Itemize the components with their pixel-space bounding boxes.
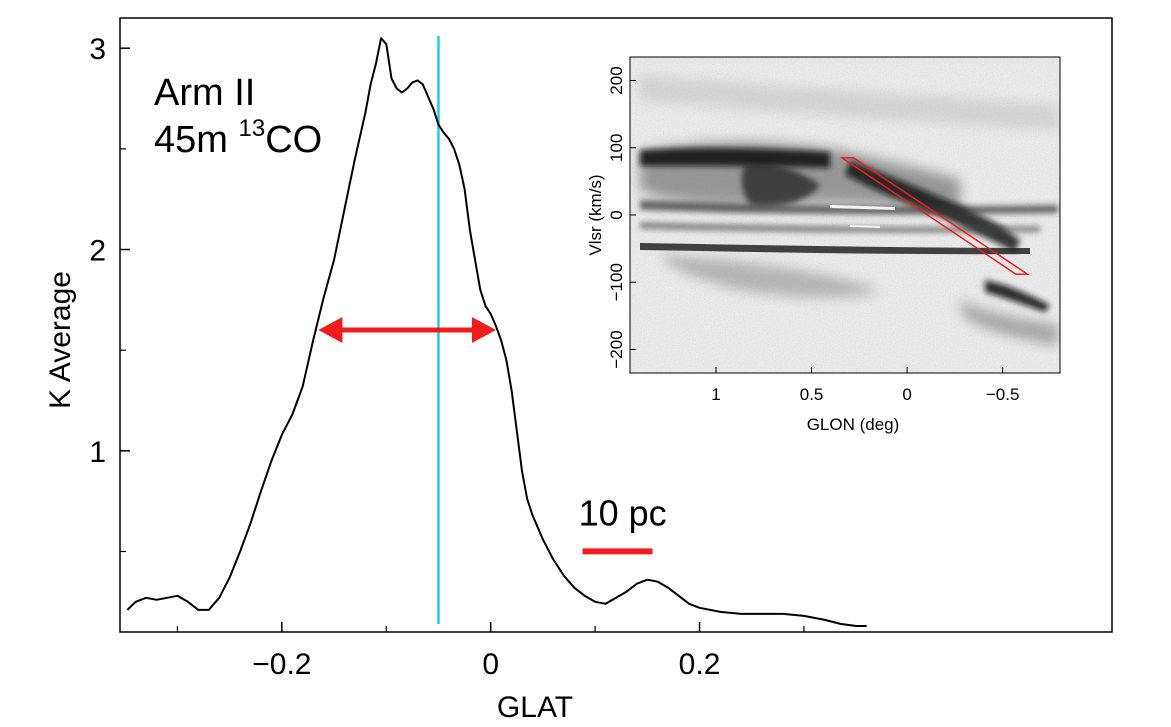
inset-x-tick-label: −0.5: [986, 385, 1020, 404]
annotation-tracer-molecule: CO: [265, 119, 322, 161]
y-axis-label: K Average: [44, 271, 77, 409]
fwhm-arrow-head-left: [318, 317, 342, 343]
x-tick-label: 0: [482, 648, 499, 681]
inset-y-tick-label: −200: [607, 330, 626, 368]
y-axis-ticks: 1 2 3: [89, 33, 130, 551]
y-tick-label: 3: [89, 33, 106, 66]
scale-bar-label: 10 pc: [579, 492, 667, 533]
fwhm-arrow: [318, 317, 496, 343]
annotation-tracer-prefix: 45m: [154, 119, 238, 161]
inset-y-tick-label: 100: [607, 134, 626, 162]
inset-y-axis-label: Vlsr (km/s): [586, 174, 605, 255]
x-axis-ticks: −0.2 0 0.2: [177, 622, 804, 681]
inset-x-tick-label: 0.5: [800, 385, 824, 404]
annotation-arm-label: Arm II: [154, 72, 255, 114]
inset-x-axis-label: GLON (deg): [807, 415, 900, 434]
y-tick-label: 2: [89, 235, 106, 268]
annotation-tracer-isotope: 13: [238, 115, 265, 142]
x-tick-label: 0.2: [679, 648, 721, 681]
y-tick-label: 1: [89, 436, 106, 469]
inset-y-tick-label: 0: [607, 210, 626, 219]
inset-pv-diagram: 1 0.5 0 −0.5 200 100 0 −100 −200 GLON (deg) Vls…: [586, 57, 1060, 434]
x-tick-label: −0.2: [252, 648, 311, 681]
inset-y-tick-label: −100: [607, 263, 626, 301]
x-axis-label: GLAT: [497, 691, 573, 724]
annotation-tracer-label: 45m 13CO: [154, 115, 322, 161]
inset-x-tick-label: 1: [711, 385, 720, 404]
figure: 123 −0.2 0 0.2 10 pc Arm II 45m 13CO GLAT …: [0, 0, 1171, 727]
inset-y-tick-label: 200: [607, 66, 626, 94]
fwhm-arrow-head-right: [472, 317, 496, 343]
inset-x-tick-label: 0: [902, 385, 911, 404]
